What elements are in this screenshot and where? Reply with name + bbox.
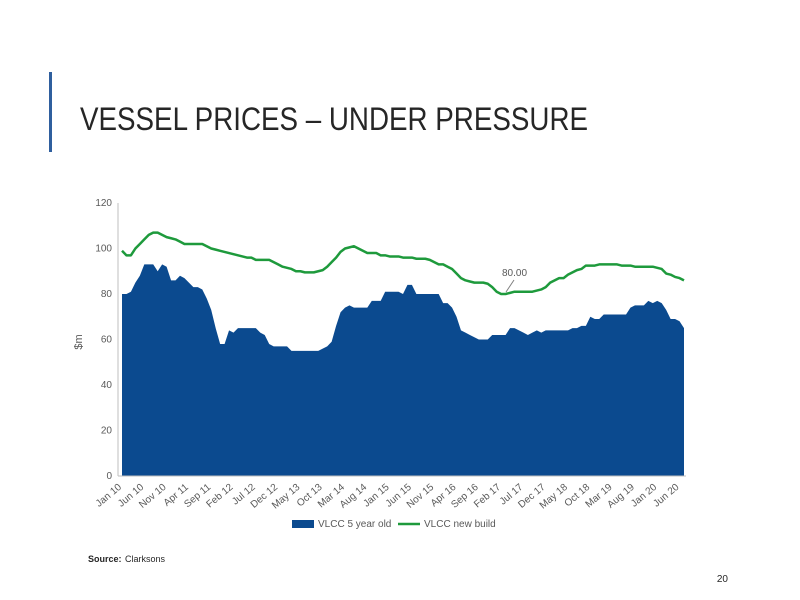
- area: [122, 264, 684, 476]
- page-number: 20: [717, 574, 729, 585]
- y-axis-label: $m: [73, 334, 85, 349]
- annotation: 80.00: [502, 268, 527, 279]
- accent-bar: [49, 72, 52, 152]
- x-tick-label: Jun 20: [651, 482, 681, 510]
- slide-title: VESSEL PRICES – UNDER PRESSURE: [80, 101, 588, 137]
- legend-label: VLCC new build: [424, 519, 496, 530]
- source-label: Source:: [88, 554, 122, 564]
- source: Clarksons: [125, 554, 166, 564]
- y-tick-label: 100: [95, 244, 112, 255]
- y-tick-label: 0: [106, 471, 112, 482]
- y-tick-label: 40: [101, 380, 113, 391]
- y-tick-label: 80: [101, 289, 113, 300]
- y-tick-label: 20: [101, 426, 113, 437]
- line: [121, 231, 685, 296]
- y-tick-label: 120: [95, 198, 112, 209]
- legend-label: VLCC 5 year old: [318, 519, 391, 530]
- y-tick-label: 60: [101, 335, 113, 346]
- legend-swatch: [292, 520, 314, 528]
- annotation-leader: [505, 279, 515, 293]
